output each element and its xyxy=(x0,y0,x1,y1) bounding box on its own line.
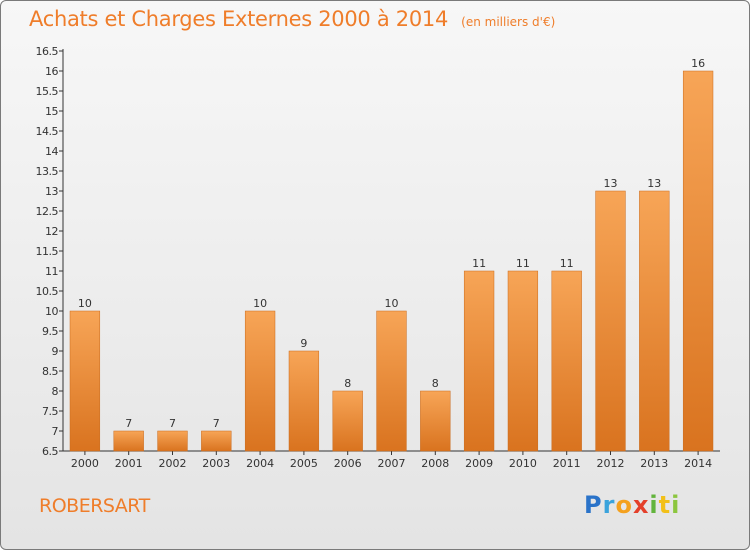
x-tick-label: 2011 xyxy=(553,457,581,470)
x-tick-label: 2012 xyxy=(597,457,625,470)
y-tick-label: 13 xyxy=(45,185,58,198)
bar xyxy=(332,390,363,452)
logo-letter: x xyxy=(632,491,650,519)
y-tick-label: 15.5 xyxy=(36,85,59,98)
x-tick-label: 2013 xyxy=(640,457,668,470)
bar-value-label: 11 xyxy=(560,257,574,270)
chart-subtitle: (en milliers d'€) xyxy=(461,15,556,29)
x-tick-label: 2004 xyxy=(246,457,274,470)
x-tick-label: 2003 xyxy=(202,457,230,470)
y-tick-label: 13.5 xyxy=(36,165,59,178)
bar xyxy=(420,390,451,452)
bar-value-label: 10 xyxy=(385,297,399,310)
logo-letter: i xyxy=(671,491,681,519)
axes: 6.5 7 7.5 8 8.5 9 9.5 10 10.5 11 11.5 12 12.5 13 13.5 1… xyxy=(36,45,720,458)
bar xyxy=(507,270,539,452)
chart-title: Achats et Charges Externes 2000 à 2014 xyxy=(29,7,449,31)
y-tick-label: 12.5 xyxy=(36,205,59,218)
bar xyxy=(288,350,320,452)
y-tick-label: 10.5 xyxy=(36,285,59,298)
bar-value-label: 7 xyxy=(213,417,220,430)
x-tick-label: 2014 xyxy=(684,457,712,470)
y-tick-label: 9 xyxy=(52,345,59,358)
proxiti-logo: Proxiti xyxy=(584,491,680,519)
bar-value-label: 10 xyxy=(78,297,92,310)
logo-letter: r xyxy=(602,491,616,519)
bar-value-label: 13 xyxy=(604,177,618,190)
bar xyxy=(463,270,495,452)
y-tick-label: 11.5 xyxy=(36,245,59,258)
x-tick-label: 2007 xyxy=(378,457,406,470)
y-tick-label: 7 xyxy=(52,425,59,438)
bar xyxy=(201,430,232,452)
bar xyxy=(113,430,144,452)
bar-value-label: 7 xyxy=(169,417,176,430)
title-row: Achats et Charges Externes 2000 à 2014 (… xyxy=(29,7,555,31)
bar xyxy=(376,310,407,452)
y-tick-label: 8 xyxy=(52,385,59,398)
labels: 10 2000 7 2001 7 2002 7 2003 10 2004 9 2005 8 2006 10 2… xyxy=(71,57,712,470)
bar xyxy=(157,430,188,452)
x-tick-label: 2008 xyxy=(421,457,449,470)
bar xyxy=(639,190,670,452)
bar xyxy=(595,190,626,452)
logo-letter: i xyxy=(649,491,659,519)
x-tick-label: 2006 xyxy=(334,457,362,470)
bar-value-label: 16 xyxy=(691,57,705,70)
logo-letter: t xyxy=(658,491,672,519)
bar-value-label: 7 xyxy=(125,417,132,430)
bars xyxy=(69,70,714,452)
y-tick-label: 7.5 xyxy=(42,405,58,418)
bar-value-label: 9 xyxy=(300,337,307,350)
bar xyxy=(551,270,582,452)
y-tick-label: 16.5 xyxy=(36,45,59,58)
logo-letter: o xyxy=(615,491,633,519)
y-tick-label: 15 xyxy=(45,105,58,118)
bar-value-label: 11 xyxy=(516,257,530,270)
bar-value-label: 10 xyxy=(253,297,267,310)
y-tick-label: 8.5 xyxy=(42,365,58,378)
bar-value-label: 13 xyxy=(647,177,661,190)
bar xyxy=(69,310,101,452)
x-tick-label: 2009 xyxy=(465,457,493,470)
bar-value-label: 8 xyxy=(344,377,351,390)
x-tick-label: 2001 xyxy=(115,457,143,470)
y-tick-label: 9.5 xyxy=(42,325,58,338)
bar-value-label: 11 xyxy=(472,257,486,270)
y-tick-label: 10 xyxy=(45,305,58,318)
x-tick-label: 2000 xyxy=(71,457,99,470)
y-tick-label: 16 xyxy=(45,65,58,78)
x-tick-label: 2005 xyxy=(290,457,318,470)
x-tick-label: 2010 xyxy=(509,457,537,470)
y-tick-label: 6.5 xyxy=(42,445,58,458)
y-tick-label: 14.5 xyxy=(36,125,59,138)
bar-value-label: 8 xyxy=(432,377,439,390)
x-tick-label: 2002 xyxy=(159,457,187,470)
commune-name: ROBERSART xyxy=(39,495,150,517)
y-tick-label: 12 xyxy=(45,225,58,238)
y-tick-label: 14 xyxy=(45,145,58,158)
y-tick-label: 11 xyxy=(45,265,58,278)
bar xyxy=(682,70,714,452)
bar xyxy=(244,310,276,452)
logo-letter: P xyxy=(584,491,603,519)
